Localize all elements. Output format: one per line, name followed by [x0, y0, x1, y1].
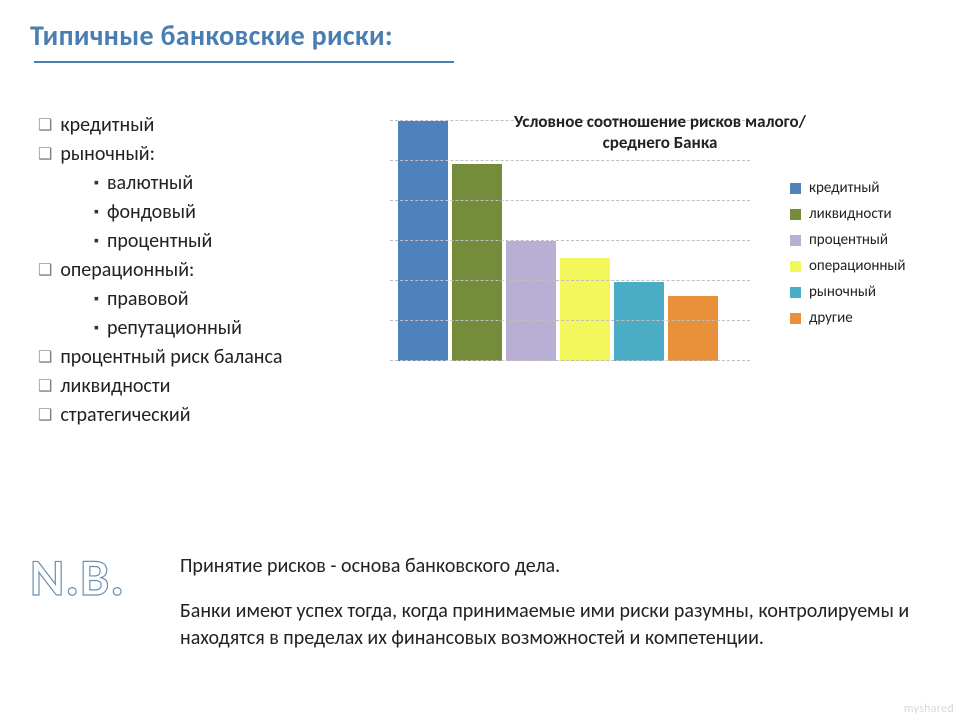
note-paragraph: Банки имеют успех тогда, когда принимаем…	[180, 598, 930, 652]
chart-gridline	[390, 200, 750, 201]
chart-bar	[452, 164, 502, 361]
risk-sublist: валютныйфондовыйпроцентный	[94, 169, 370, 256]
chart-gridline	[390, 320, 750, 321]
page-title: Типичные банковские риски:	[30, 18, 393, 53]
legend-label: другие	[809, 309, 853, 327]
legend-item: процентный	[790, 231, 930, 249]
chart-gridline	[390, 240, 750, 241]
risk-sublist-item-label: процентный	[107, 227, 212, 256]
risk-list-item: рыночный:	[38, 140, 370, 169]
legend-swatch	[790, 209, 801, 220]
legend-label: операционный	[809, 257, 906, 275]
risk-sublist: правовойрепутационный	[94, 285, 370, 343]
risk-list-item: кредитный	[38, 111, 370, 140]
legend-swatch	[790, 313, 801, 324]
risk-list-item: стратегический	[38, 401, 370, 430]
bottom-note: N.B. Принятие рисков - основа банковског…	[30, 553, 930, 670]
chart-bar	[506, 241, 556, 361]
risk-sublist-item: процентный	[94, 227, 370, 256]
risk-list-item-label: рыночный:	[60, 140, 155, 169]
legend-label: ликвидности	[809, 205, 892, 223]
risk-list-item-label: кредитный	[60, 111, 154, 140]
title-row: Типичные банковские риски:	[30, 18, 930, 53]
legend-swatch	[790, 183, 801, 194]
risk-list-item: процентный риск баланса	[38, 343, 370, 372]
note-paragraphs: Принятие рисков - основа банковского дел…	[180, 553, 930, 670]
chart-panel: Условное соотношение рисков малого/средн…	[370, 111, 930, 430]
legend-item: кредитный	[790, 179, 930, 197]
risk-sublist-item: валютный	[94, 169, 370, 198]
legend-swatch	[790, 235, 801, 246]
legend-item: операционный	[790, 257, 930, 275]
risk-list: кредитныйрыночный:валютныйфондовыйпроцен…	[38, 111, 370, 430]
risk-list-item: операционный:	[38, 256, 370, 285]
legend-item: рыночный	[790, 283, 930, 301]
chart-gridline	[390, 280, 750, 281]
content-row: кредитныйрыночный:валютныйфондовыйпроцен…	[30, 111, 930, 430]
nb-label: N.B.	[30, 545, 180, 670]
risk-sublist-item: правовой	[94, 285, 370, 314]
risk-sublist-item: фондовый	[94, 198, 370, 227]
risk-sublist-item-label: репутационный	[107, 314, 242, 343]
risk-list-item-label: процентный риск баланса	[60, 343, 282, 372]
chart-plot-area	[390, 121, 750, 381]
legend-item: другие	[790, 309, 930, 327]
note-paragraph: Принятие рисков - основа банковского дел…	[180, 553, 930, 580]
legend-label: рыночный	[809, 283, 876, 301]
watermark: myshared	[904, 702, 954, 716]
legend-item: ликвидности	[790, 205, 930, 223]
risk-list-item-label: стратегический	[60, 401, 190, 430]
risk-list-item-label: операционный:	[60, 256, 194, 285]
legend-label: процентный	[809, 231, 888, 249]
risk-sublist-item-label: правовой	[107, 285, 189, 314]
title-underline	[34, 61, 454, 63]
risk-sublist-item-label: фондовый	[107, 198, 196, 227]
risk-sublist-item: репутационный	[94, 314, 370, 343]
chart-legend: кредитный ликвидности процентный операционн…	[790, 171, 930, 335]
chart-bar	[668, 296, 718, 361]
chart-bars	[390, 121, 750, 361]
risk-sublist-item-label: валютный	[107, 169, 193, 198]
chart-bar	[560, 258, 610, 361]
legend-swatch	[790, 287, 801, 298]
chart-gridline	[390, 160, 750, 161]
legend-swatch	[790, 261, 801, 272]
risk-list-item: ликвидности	[38, 372, 370, 401]
legend-label: кредитный	[809, 179, 880, 197]
chart-title: Условное соотношение рисков малого/средн…	[510, 111, 810, 154]
risk-list-item-label: ликвидности	[60, 372, 170, 401]
chart-gridline	[390, 360, 750, 361]
bar-chart: Условное соотношение рисков малого/средн…	[370, 111, 930, 411]
chart-bar	[614, 282, 664, 361]
chart-bar	[398, 121, 448, 361]
slide: Типичные банковские риски: кредитныйрыно…	[0, 0, 960, 720]
risk-list-panel: кредитныйрыночный:валютныйфондовыйпроцен…	[30, 111, 370, 430]
